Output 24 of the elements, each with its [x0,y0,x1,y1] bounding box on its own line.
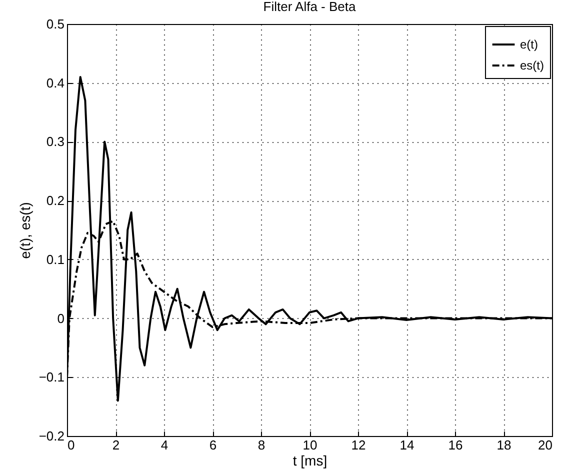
x-tick-label: 2 [112,438,120,452]
legend-label: es(t) [520,58,544,72]
x-tick-label: 20 [538,438,552,452]
y-tick-label: 0.2 [46,193,64,208]
y-tick-label: 0.3 [46,134,64,150]
x-tick-label: 18 [496,438,512,452]
x-tick-label: 4 [160,438,168,452]
x-tick-label: 0 [68,438,75,452]
x-tick-label: 16 [448,438,463,452]
x-tick-label: 14 [400,438,414,452]
legend-label: e(t) [520,38,538,52]
y-tick-label: 0.5 [46,16,64,32]
x-tick-label: 12 [351,438,366,452]
x-tick-label: 8 [258,438,266,452]
chart-title: Filter Alfa - Beta [263,0,357,14]
y-tick-label: −0.1 [38,370,64,385]
x-tick-label: 10 [302,438,318,452]
x-axis-title: t [ms] [292,452,328,468]
x-tick-label: 6 [209,438,217,452]
y-axis-title: e(t), es(t) [16,202,33,259]
y-tick-label: 0.1 [46,252,64,267]
y-tick-label: −0.2 [38,428,64,444]
y-tick-label: 0 [57,310,64,326]
y-tick-label: 0.4 [46,75,64,90]
